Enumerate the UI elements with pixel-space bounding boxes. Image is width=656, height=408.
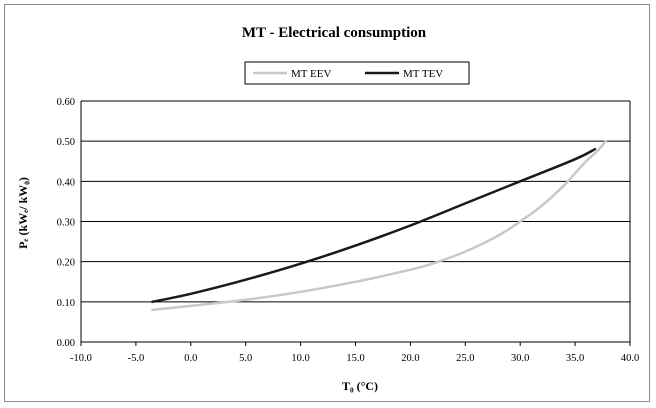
x-tick-label: 5.0 [239, 353, 252, 364]
y-axis-label: Pₑ (kWₑ/ kW₀) [16, 177, 30, 249]
y-tick-label: 0.40 [57, 177, 75, 188]
x-tick-label: 40.0 [621, 353, 639, 364]
x-tick-label: 15.0 [346, 353, 364, 364]
y-tick-label: 0.00 [57, 338, 75, 349]
series-line-mt-eev [151, 139, 608, 312]
x-tick-label: 10.0 [291, 353, 309, 364]
y-tick-labels: 0.00 0.10 0.20 0.30 0.40 0.50 0.60 [57, 97, 75, 349]
grid-layer [81, 100, 630, 303]
x-tick-label: 30.0 [511, 353, 529, 364]
x-tick-label: 0.0 [184, 353, 197, 364]
x-tick-label: 35.0 [566, 353, 584, 364]
x-tick-label: -5.0 [128, 353, 145, 364]
chart-svg: MT - Electrical consumption MT EEV MT TE… [16, 25, 639, 393]
series-line-mt-tev [151, 147, 597, 304]
legend-label-mt-tev: MT TEV [403, 68, 443, 80]
series-layer [151, 139, 608, 312]
x-tick-label: 20.0 [401, 353, 419, 364]
x-axis-label: T₀ (°C) [342, 379, 378, 393]
y-tick-label: 0.10 [57, 298, 75, 309]
y-tick-label: 0.60 [57, 97, 75, 108]
legend-label-mt-eev: MT EEV [291, 68, 331, 80]
legend: MT EEV MT TEV [244, 61, 470, 85]
x-tick-label: -10.0 [70, 353, 92, 364]
y-tick-label: 0.30 [57, 218, 75, 229]
y-tick-label: 0.20 [57, 258, 75, 269]
axis-layer [80, 101, 631, 346]
y-tick-label: 0.50 [57, 137, 75, 148]
legend-box [244, 61, 470, 85]
chart-frame: MT - Electrical consumption MT EEV MT TE… [4, 4, 650, 402]
chart-title: MT - Electrical consumption [242, 25, 427, 41]
x-tick-label: 25.0 [456, 353, 474, 364]
x-tick-labels: -10.0 -5.0 0.0 5.0 10.0 15.0 20.0 25.0 30.0 35.0 4… [70, 353, 639, 364]
